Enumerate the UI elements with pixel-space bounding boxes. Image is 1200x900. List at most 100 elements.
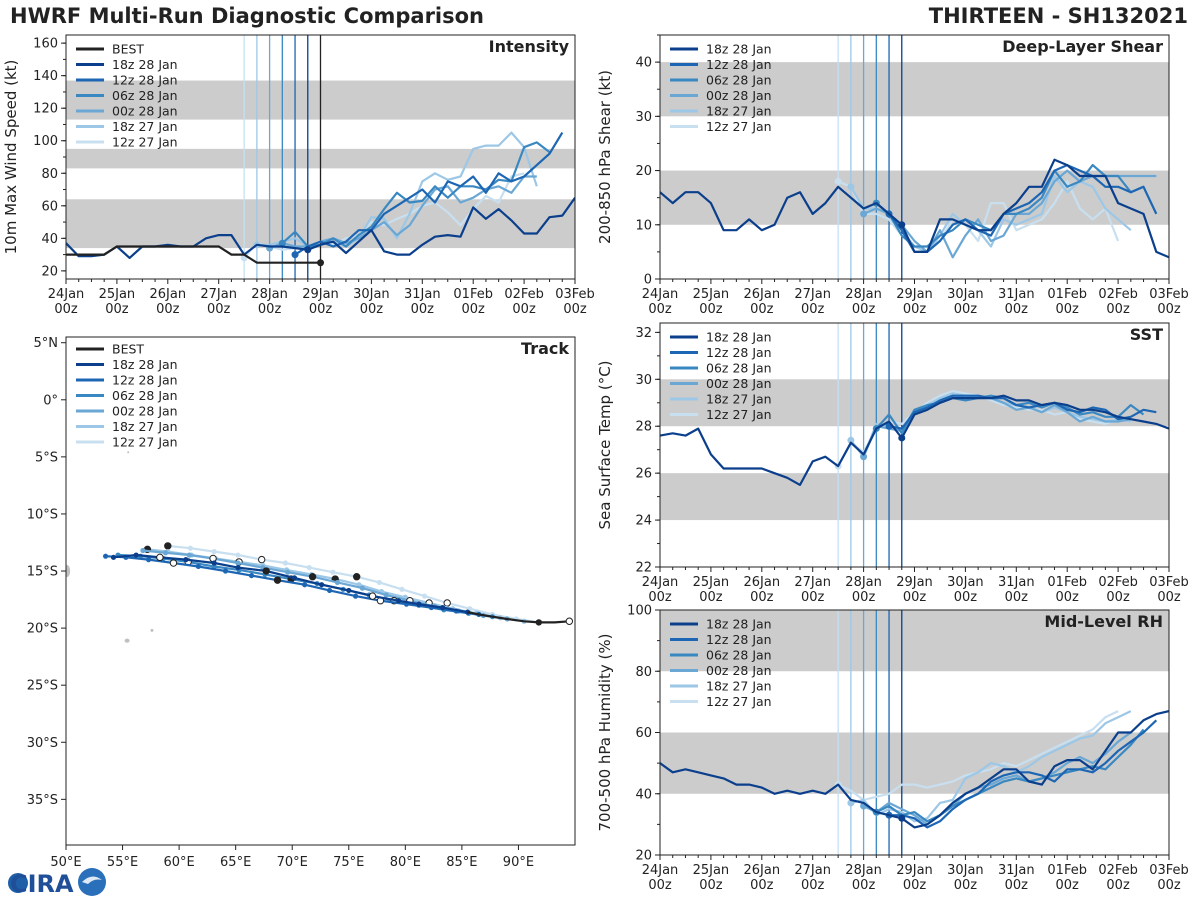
track-point [235,564,241,571]
best-track-line [66,245,321,264]
track-point-00z [169,559,178,567]
x-tick-label: 75°E [333,855,364,870]
x-tick-label: 00z [852,590,876,605]
x-tick-label: 25Jan [693,287,730,302]
x-tick-label: 00z [1157,590,1181,605]
x-tick-label: 00z [1106,590,1130,605]
y-tick-label: 0° [43,393,58,408]
x-tick-label: 00z [207,302,231,317]
track-point [235,552,241,558]
legend-label-00z-28-jan: 00z 28 Jan [706,663,772,678]
track-point [395,598,402,604]
legend-label-18z-28-jan: 18z 28 Jan [706,330,772,345]
cira-logo: CIRA [8,868,106,898]
track-point [285,569,291,575]
x-tick-label: 28Jan [251,287,288,302]
y-tick-label: 100 [627,604,652,619]
x-tick-label: 00z [1106,878,1130,893]
x-tick-label: 00z [954,878,978,893]
track-point [133,552,139,558]
x-tick-label: 26Jan [744,863,781,878]
x-tick-label: 00z [1157,878,1181,893]
x-tick-label: 00z [411,302,435,317]
track-point-00z [443,599,451,607]
x-tick-label: 01Feb [1047,575,1087,590]
x-tick-label: 00z [801,590,825,605]
panel-title: Track [521,339,569,358]
legend-label-18z-27-jan: 18z 27 Jan [112,419,178,434]
y-axis-label: Sea Surface Temp (°C) [596,360,614,529]
y-tick-label: 80 [41,167,58,182]
y-axis-label: 10m Max Wind Speed (kt) [2,60,20,255]
legend-label-18z-27-jan: 18z 27 Jan [706,104,772,119]
series-init-point [847,183,855,191]
legend-label-18z-28-jan: 18z 28 Jan [706,617,772,632]
x-tick-label: 28Jan [845,575,882,590]
track-point [421,593,428,599]
x-tick-label: 00z [699,878,723,893]
x-tick-label: 90°E [503,855,534,870]
series-line-12z-28-jan [294,132,564,256]
series-line-06z-28-jan [875,164,1144,248]
legend-label-18z-27-jan: 18z 27 Jan [112,119,178,134]
x-tick-label: 00z [852,302,876,317]
legend-label-06z-28-jan: 06z 28 Jan [706,361,772,376]
legend-label-00z-28-jan: 00z 28 Jan [706,88,772,103]
x-tick-label: 55°E [107,855,138,870]
track-point [291,575,298,581]
best-track-line [467,611,570,624]
threshold-band [660,610,1169,672]
x-tick-label: 00z [156,302,180,317]
legend-label-18z-27-jan: 18z 27 Jan [706,679,772,694]
y-tick-label: 30°S [27,736,58,751]
axes-frame [65,336,576,846]
track-point [110,554,117,560]
x-tick-label: 03Feb [555,287,595,302]
track-point [352,593,359,599]
x-tick-label: 00z [54,302,78,317]
x-tick-label: 29Jan [896,287,933,302]
chart-title: HWRF Multi-Run Diagnostic Comparison [10,4,485,28]
x-tick-label: 00z [1005,878,1029,893]
track-point [222,568,229,574]
x-tick-label: 26Jan [150,287,187,302]
x-tick-label: 00z [1157,302,1181,317]
y-tick-label: 24 [635,514,652,529]
x-tick-label: 01Feb [453,287,493,302]
y-tick-label: 60 [41,199,58,214]
x-tick-label: 25Jan [693,863,730,878]
y-tick-label: 100 [33,134,58,149]
x-tick-label: 26Jan [744,575,781,590]
x-tick-label: 30Jan [353,287,390,302]
y-tick-label: 0 [644,273,652,288]
track-point [359,585,365,591]
x-tick-label: 00z [1056,302,1080,317]
legend-label-18z-28-jan: 18z 28 Jan [112,57,178,72]
land-seychelles [127,451,130,454]
panel-intensity: 2040608010012014016024Jan00z25Jan00z26Ja… [2,34,595,317]
track-point [187,545,194,551]
panel-sst: 22242628303224Jan00z25Jan00z26Jan00z27Ja… [596,322,1189,605]
panel-rh: 2040608010024Jan00z25Jan00z26Jan00z27Jan… [596,604,1189,894]
x-tick-label: 02Feb [1098,287,1138,302]
y-tick-label: 5°N [34,336,59,351]
legend-label-12z-27-jan: 12z 27 Jan [706,694,772,709]
panel-track: 50°E 55°E 60°E 65°E 70°E 75°E 80°E 85°E 90°E 5°N 0… [27,336,576,870]
legend-label-12z-28-jan: 12z 28 Jan [706,57,772,72]
x-tick-label: 00z [699,590,723,605]
y-tick-label: 140 [33,69,58,84]
series-line-06z-28-jan [281,141,551,248]
legend-label-18z-27-jan: 18z 27 Jan [706,392,772,407]
y-tick-label: 40 [635,56,652,71]
legend-label-12z-28-jan: 12z 28 Jan [112,373,178,388]
y-tick-label: 15°S [27,565,58,580]
y-tick-label: 25°S [27,679,58,694]
x-tick-label: 00z [512,302,536,317]
x-tick-label: 85°E [446,855,477,870]
y-tick-label: 32 [635,326,652,341]
series-init-point [834,177,842,185]
y-tick-label: 22 [635,561,652,576]
x-tick-label: 27Jan [794,863,831,878]
best-track-point [535,619,543,626]
